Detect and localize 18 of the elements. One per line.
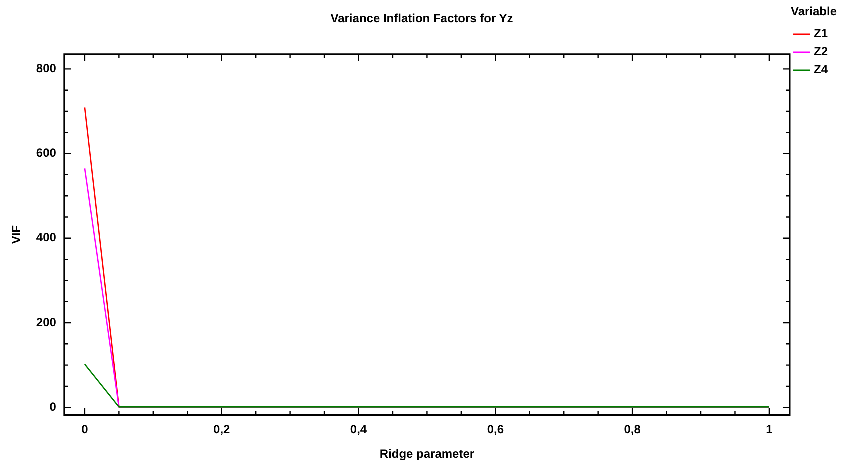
- chart-title: Variance Inflation Factors for Yz: [330, 12, 514, 26]
- x-tick-label: 0: [82, 422, 89, 437]
- x-tick-label: 0,8: [624, 422, 642, 437]
- legend-label: Z2: [814, 44, 828, 59]
- y-tick-label: 600: [36, 146, 57, 160]
- y-tick-label: 0: [50, 400, 57, 414]
- x-tick-label: 0,6: [487, 422, 504, 437]
- y-tick-label: 200: [36, 315, 57, 330]
- legend-label: Z1: [814, 26, 828, 41]
- y-tick-label: 400: [36, 230, 57, 245]
- y-axis-title: VIF: [10, 225, 24, 244]
- legend-title: Variable: [790, 4, 838, 18]
- x-axis-title: Ridge parameter: [380, 447, 475, 462]
- x-tick-label: 0,2: [214, 422, 231, 437]
- x-tick-label: 1: [766, 422, 774, 437]
- x-tick-label: 0,4: [350, 422, 368, 437]
- y-tick-label: 800: [36, 62, 57, 76]
- legend-label: Z4: [814, 62, 828, 77]
